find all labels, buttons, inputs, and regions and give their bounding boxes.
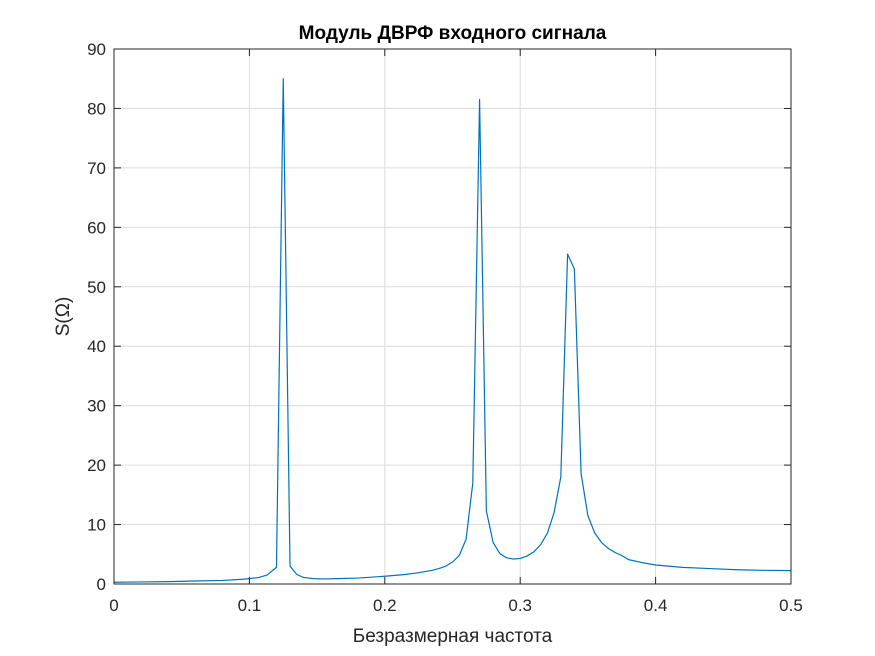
x-tick-label: 0.4: [644, 596, 668, 615]
y-tick-label: 20: [87, 456, 106, 475]
y-tick-label: 10: [87, 516, 106, 535]
y-tick-label: 90: [87, 40, 106, 59]
grid: [113, 48, 792, 585]
y-tick-label: 30: [87, 397, 106, 416]
y-tick-label: 80: [87, 99, 106, 118]
x-tick-label: 0.5: [779, 596, 803, 615]
y-tick-label: 40: [87, 337, 106, 356]
y-tick-label: 70: [87, 159, 106, 178]
data-layer: [113, 78, 792, 583]
y-axis-label: S(Ω): [53, 297, 74, 337]
x-tick-label: 0.2: [373, 596, 397, 615]
y-tick-label: 50: [87, 278, 106, 297]
axes-box: [113, 48, 792, 585]
x-axis-label: Безразмерная частота: [353, 626, 553, 647]
y-tick-label: 0: [97, 575, 106, 594]
y-tick-label: 60: [87, 218, 106, 237]
x-tick-label: 0.3: [508, 596, 532, 615]
plot-area: [114, 49, 791, 584]
x-tick-label: 0.1: [238, 596, 262, 615]
x-tick-label: 0: [109, 596, 118, 615]
ticks: 0 0.1 0.2 0.3 0.4 0.5 0 10 20 30 40 50 60 70 80 90: [87, 40, 803, 615]
chart-title: Модуль ДВРФ входного сигнала: [299, 23, 607, 44]
series-line: [113, 78, 792, 583]
